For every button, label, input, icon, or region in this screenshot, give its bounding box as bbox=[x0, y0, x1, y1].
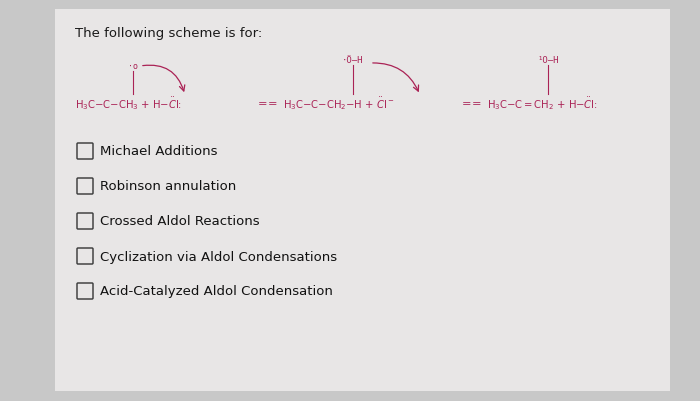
Text: Robinson annulation: Robinson annulation bbox=[100, 180, 237, 193]
Text: ·Ö–H: ·Ö–H bbox=[342, 56, 364, 65]
FancyBboxPatch shape bbox=[77, 248, 93, 264]
Text: =: = bbox=[268, 99, 278, 109]
Text: Michael Additions: Michael Additions bbox=[100, 145, 218, 158]
Text: H$_3$C$-$C$-$CH$_2$$-$H $+$ $\ddot{C}$l$^-$: H$_3$C$-$C$-$CH$_2$$-$H $+$ $\ddot{C}$l$… bbox=[283, 95, 395, 112]
FancyBboxPatch shape bbox=[77, 144, 93, 160]
FancyBboxPatch shape bbox=[55, 10, 670, 391]
Text: =: = bbox=[258, 99, 267, 109]
FancyBboxPatch shape bbox=[77, 213, 93, 229]
Text: Crossed Aldol Reactions: Crossed Aldol Reactions bbox=[100, 215, 260, 228]
Text: H$_3$C$-$C$-$CH$_3$ + H$-\ddot{C}$l:: H$_3$C$-$C$-$CH$_3$ + H$-\ddot{C}$l: bbox=[75, 95, 182, 112]
FancyBboxPatch shape bbox=[77, 178, 93, 194]
Text: The following scheme is for:: The following scheme is for: bbox=[75, 27, 262, 40]
Text: Cyclization via Aldol Condensations: Cyclization via Aldol Condensations bbox=[100, 250, 337, 263]
Text: Acid-Catalyzed Aldol Condensation: Acid-Catalyzed Aldol Condensation bbox=[100, 285, 333, 298]
Text: =: = bbox=[462, 99, 472, 109]
FancyBboxPatch shape bbox=[77, 283, 93, 299]
Text: =: = bbox=[473, 99, 482, 109]
Text: H$_3$C$-$C$=$CH$_2$ $+$ H$-\ddot{C}$l:: H$_3$C$-$C$=$CH$_2$ $+$ H$-\ddot{C}$l: bbox=[487, 95, 598, 112]
Text: ·o: ·o bbox=[128, 62, 138, 71]
Text: ¹O–H: ¹O–H bbox=[538, 56, 559, 65]
